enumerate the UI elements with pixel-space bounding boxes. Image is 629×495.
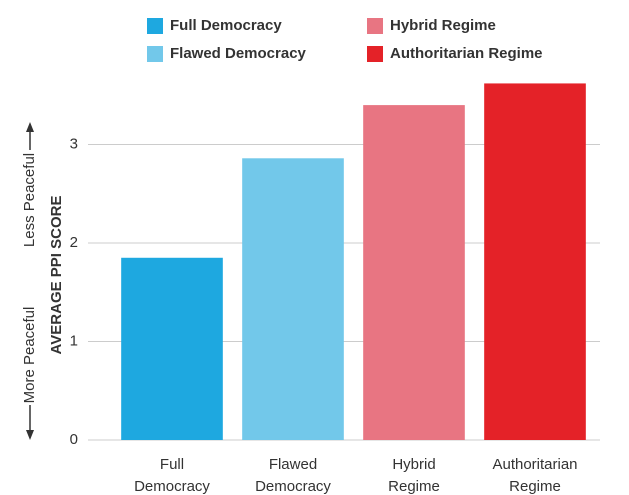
legend-label: Authoritarian Regime [390, 45, 543, 62]
y-tick-label: 3 [70, 135, 78, 152]
legend-label: Flawed Democracy [170, 45, 307, 62]
y-axis-label: AVERAGE PPI SCORE [48, 196, 65, 355]
legend-swatch [147, 18, 163, 34]
y-tick-label: 2 [70, 234, 78, 251]
bar [484, 83, 586, 441]
x-tick-label: Flawed Democracy [255, 456, 331, 495]
y-tick-label: 0 [70, 431, 78, 448]
bar [363, 105, 465, 440]
legend-swatch [367, 46, 383, 62]
legend-label: Hybrid Regime [390, 17, 496, 34]
legend-label: Full Democracy [170, 17, 282, 34]
x-tick-label: Hybrid Regime [388, 456, 440, 495]
bar [242, 158, 344, 441]
x-tick-label: Authoritarian Regime [492, 456, 577, 495]
y-tick-label: 1 [70, 332, 78, 349]
legend-swatch [147, 46, 163, 62]
arrows [26, 122, 34, 440]
legend-swatch [367, 18, 383, 34]
annotation: Less Peaceful [21, 153, 38, 247]
x-tick-label: Full Democracy [134, 456, 210, 495]
annotation: More Peaceful [21, 307, 38, 404]
bar [121, 257, 223, 440]
